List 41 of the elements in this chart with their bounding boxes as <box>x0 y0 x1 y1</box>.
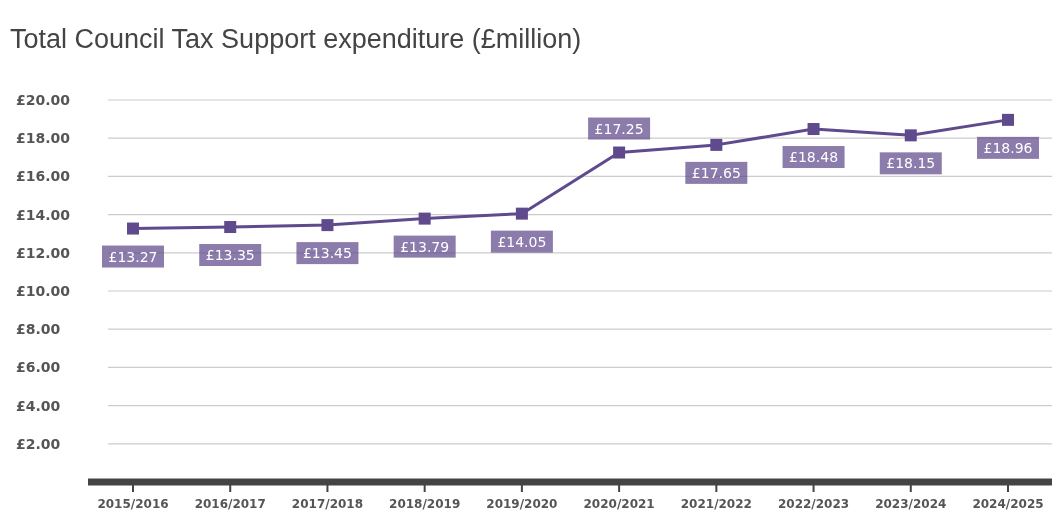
point <box>710 138 723 151</box>
x-tick-label: 2024/2025 <box>972 497 1044 511</box>
data-label: £13.79 <box>400 238 450 255</box>
y-tick-label: £16.00 <box>16 168 71 185</box>
x-tick-label: 2019/2020 <box>486 497 558 511</box>
data-label: £13.27 <box>108 248 158 265</box>
y-tick-label: £18.00 <box>16 130 71 147</box>
x-tick-label: 2018/2019 <box>389 497 461 511</box>
point <box>1002 113 1014 126</box>
y-tick-label: £6.00 <box>16 359 61 376</box>
chart-title: Total Council Tax Support expenditure (£million) <box>10 24 582 54</box>
y-tick-label: £2.00 <box>16 435 61 452</box>
x-tick-label: 2017/2018 <box>291 497 364 511</box>
y-tick-label: £14.00 <box>16 206 71 223</box>
data-label: £18.96 <box>983 139 1033 156</box>
point <box>613 146 626 159</box>
x-tick-label: 2022/2023 <box>777 497 850 511</box>
point <box>515 207 528 220</box>
data-label: £18.48 <box>789 149 839 166</box>
y-tick-label: £4.00 <box>16 397 61 414</box>
y-tick-label: £8.00 <box>16 321 61 338</box>
y-tick-label: £12.00 <box>16 244 71 261</box>
data-label: £18.15 <box>886 155 936 172</box>
point <box>904 129 917 142</box>
data-label: £13.35 <box>205 247 255 264</box>
x-tick-label: 2021/2022 <box>680 497 752 511</box>
point <box>807 123 820 136</box>
x-tick-label: 2016/2017 <box>194 497 266 511</box>
x-tick-label: 2020/2021 <box>583 497 655 511</box>
point <box>321 219 334 232</box>
x-tick-label: 2023/2024 <box>875 497 947 511</box>
point <box>224 221 237 234</box>
data-label: £14.05 <box>497 233 547 250</box>
data-label: £13.45 <box>302 245 352 262</box>
y-tick-label: £20.00 <box>16 92 71 108</box>
x-tick-label: 2015/2016 <box>97 497 169 511</box>
data-label: £17.25 <box>594 120 644 137</box>
point <box>418 212 431 225</box>
data-label: £17.65 <box>691 164 741 181</box>
y-tick-label: £10.00 <box>16 283 71 299</box>
point <box>127 222 139 235</box>
